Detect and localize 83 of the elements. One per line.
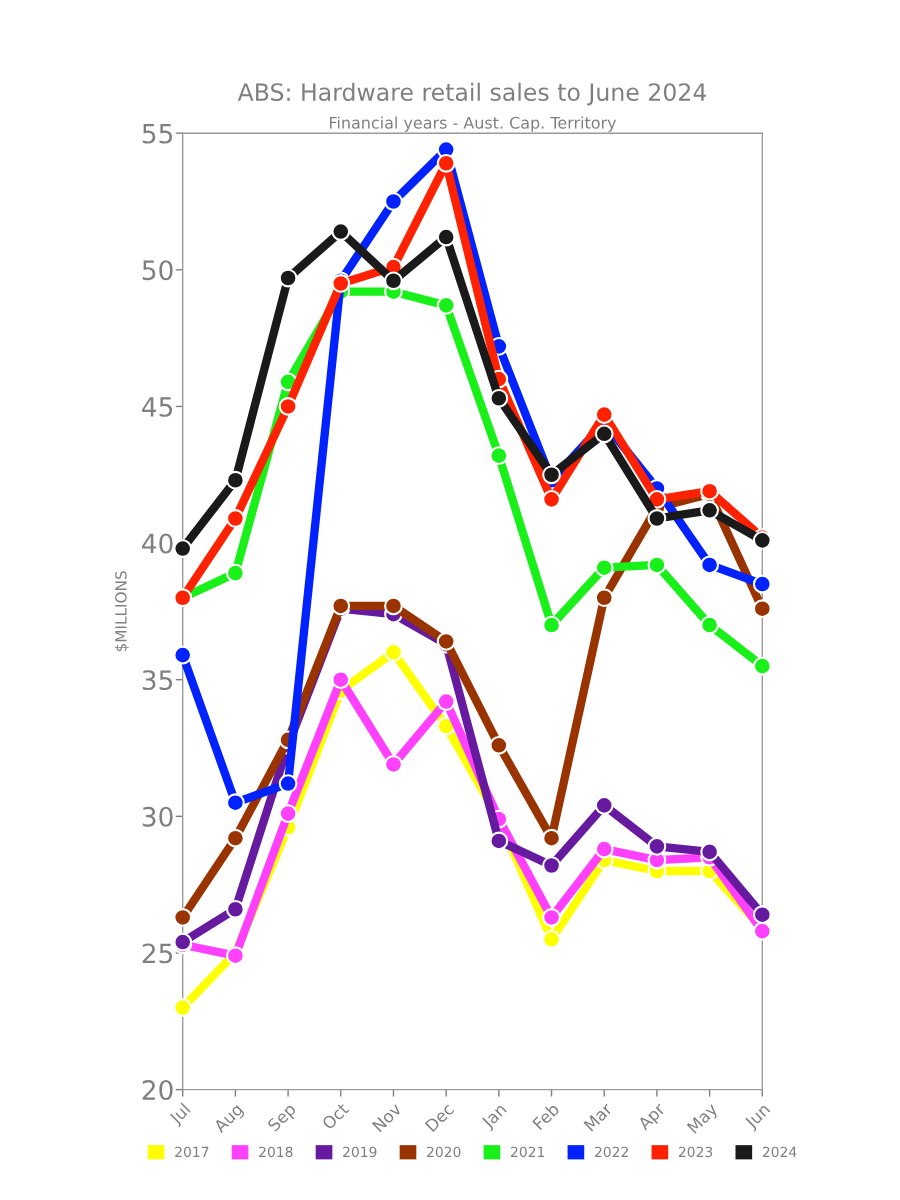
point xyxy=(700,842,719,862)
point xyxy=(173,539,193,558)
point xyxy=(436,692,456,711)
point xyxy=(226,793,245,813)
point xyxy=(278,804,298,823)
point xyxy=(542,489,561,509)
point xyxy=(594,424,614,444)
point xyxy=(594,558,614,578)
point xyxy=(436,153,456,173)
x-tick-label: Jul xyxy=(167,1102,193,1128)
point xyxy=(752,574,772,594)
point xyxy=(173,908,193,927)
y-tick-label: 20 xyxy=(142,1080,173,1100)
y-tick-label: 40 xyxy=(142,533,173,554)
point xyxy=(173,998,193,1017)
point xyxy=(278,397,298,416)
x-tick-label: Sep xyxy=(266,1102,299,1135)
point xyxy=(647,837,667,856)
y-tick-label: 25 xyxy=(142,943,173,964)
point xyxy=(384,596,403,616)
point xyxy=(384,643,403,662)
point xyxy=(331,222,351,241)
point xyxy=(700,555,719,575)
point xyxy=(542,465,561,485)
y-tick-label: 45 xyxy=(142,397,173,417)
point xyxy=(489,388,509,408)
legend-label: 2018 xyxy=(259,1146,293,1158)
point xyxy=(173,645,193,665)
point xyxy=(384,271,403,291)
y-tick-label: 55 xyxy=(142,123,173,144)
legend-label: 2022 xyxy=(594,1146,628,1158)
point xyxy=(542,929,561,949)
point xyxy=(700,500,719,520)
y-tick-label: 35 xyxy=(142,670,173,691)
x-tick-label: Nov xyxy=(371,1102,403,1133)
legend-label: 2017 xyxy=(175,1146,209,1158)
point xyxy=(594,588,614,608)
point xyxy=(226,509,245,528)
point xyxy=(542,908,561,927)
legend-label: 2021 xyxy=(511,1146,545,1158)
x-tick-label: Mar xyxy=(583,1101,614,1132)
legend-label: 2020 xyxy=(427,1146,461,1158)
point xyxy=(542,856,561,875)
point xyxy=(331,670,351,690)
point xyxy=(436,227,456,247)
point xyxy=(542,828,561,848)
point xyxy=(436,295,456,315)
point xyxy=(489,446,509,466)
point xyxy=(278,774,298,793)
legend-label: 2023 xyxy=(678,1146,713,1158)
x-tick-label: Dec xyxy=(424,1102,455,1133)
point xyxy=(489,831,509,851)
point xyxy=(594,839,614,859)
point xyxy=(752,656,772,676)
point xyxy=(278,268,298,288)
point xyxy=(594,796,614,815)
x-tick-label: Aug xyxy=(212,1102,246,1136)
chart-subtitle: Financial years - Aust. Cap. Territory xyxy=(330,116,617,132)
point xyxy=(226,828,245,848)
x-tick-label: Apr xyxy=(636,1101,669,1134)
x-tick-label: Jan xyxy=(480,1102,510,1132)
x-tick-label: Oct xyxy=(321,1101,350,1131)
legend-label: 2024 xyxy=(762,1146,797,1158)
point xyxy=(542,615,561,635)
point xyxy=(384,755,403,774)
point xyxy=(647,509,667,528)
point xyxy=(226,470,245,490)
y-tick-label: 30 xyxy=(142,806,173,827)
legend-label: 2019 xyxy=(343,1146,377,1158)
point xyxy=(594,405,614,425)
x-tick-label: Jun xyxy=(743,1102,773,1132)
point xyxy=(700,615,719,635)
chart-title: ABS: Hardware retail sales to June 2024 xyxy=(237,82,707,106)
point xyxy=(384,192,403,211)
y-tick-label: 50 xyxy=(142,260,173,281)
point xyxy=(752,599,772,619)
y-axis-title: $MILLIONS xyxy=(114,571,129,652)
point xyxy=(752,905,772,925)
point xyxy=(647,555,667,575)
point xyxy=(489,735,509,755)
x-tick-label: Feb xyxy=(531,1102,561,1131)
point xyxy=(226,899,245,919)
point xyxy=(226,563,245,583)
